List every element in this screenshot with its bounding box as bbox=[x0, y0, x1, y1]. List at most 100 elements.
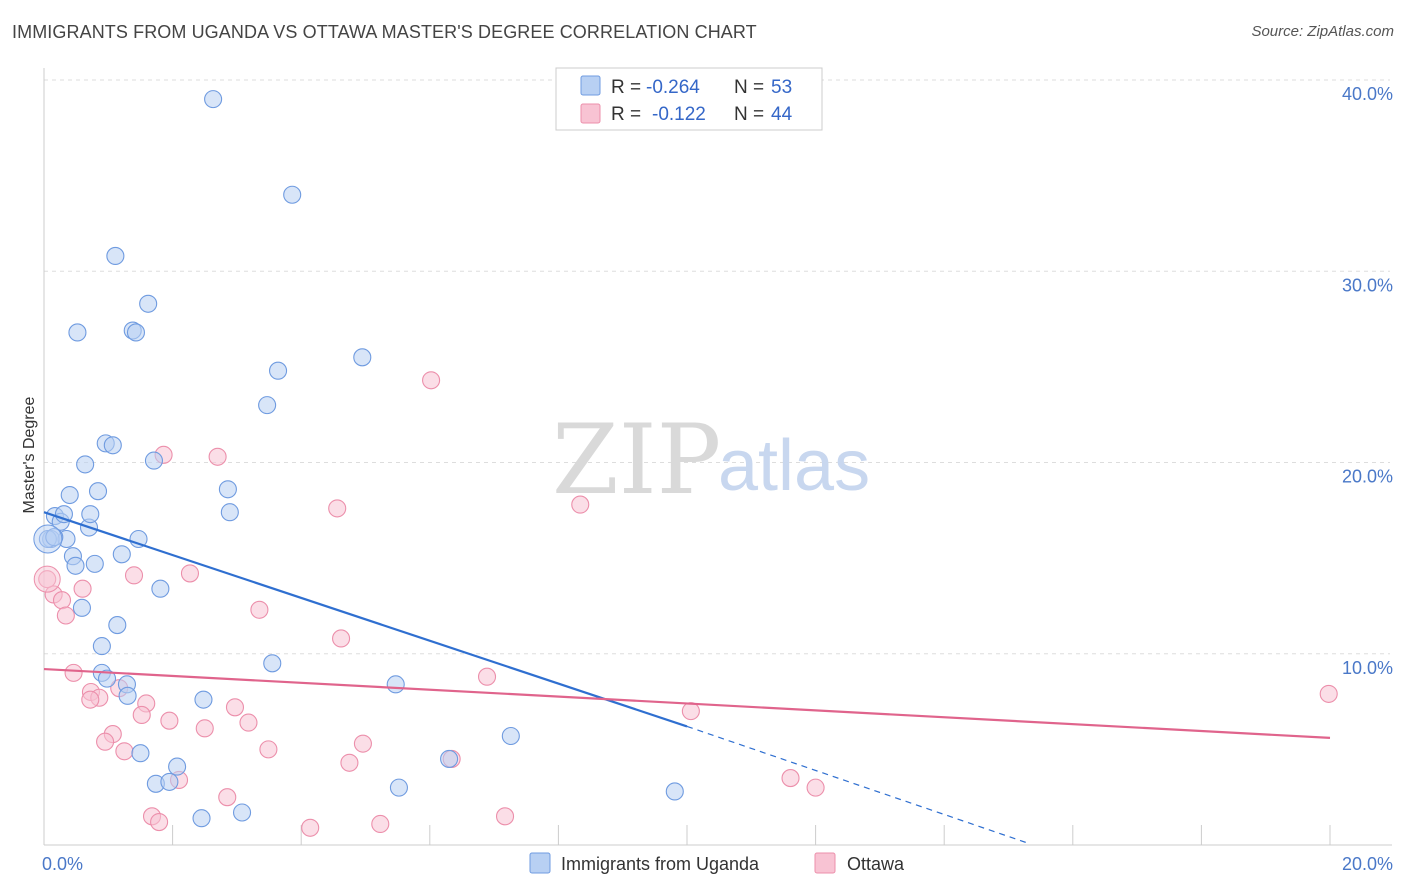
uganda-point-3 bbox=[139, 294, 158, 313]
series-legend-label-uganda: Immigrants from Uganda bbox=[561, 854, 760, 874]
ottawa-point-3 bbox=[571, 495, 590, 514]
ottawa-points bbox=[33, 371, 1338, 837]
ottawa-point-28 bbox=[353, 734, 372, 753]
legend-n-value-uganda: 53 bbox=[771, 77, 792, 98]
ottawa-point-36 bbox=[218, 788, 237, 807]
uganda-point-17 bbox=[220, 503, 239, 522]
uganda-trend-extension bbox=[686, 725, 1028, 844]
uganda-point-large bbox=[33, 524, 63, 554]
uganda-point-42 bbox=[131, 744, 150, 763]
y-tick-label-0: 10.0% bbox=[1342, 658, 1393, 678]
ottawa-trend-line bbox=[43, 667, 1331, 739]
ottawa-point-39 bbox=[495, 807, 515, 826]
correlation-legend: R = -0.264 N = 53 R = -0.122 N = 44 bbox=[555, 67, 823, 131]
uganda-points bbox=[33, 90, 684, 828]
uganda-point-9 bbox=[258, 396, 277, 415]
uganda-point-30 bbox=[151, 579, 170, 598]
ottawa-point-30 bbox=[115, 742, 134, 761]
uganda-point-16 bbox=[218, 480, 237, 499]
uganda-point-40 bbox=[194, 690, 213, 709]
uganda-point-27 bbox=[112, 545, 131, 564]
uganda-point-22 bbox=[81, 505, 100, 524]
ottawa-point-17 bbox=[81, 690, 100, 709]
x-tick-label-1: 20.0% bbox=[1342, 854, 1393, 874]
y-axis-label: Master's Degree bbox=[21, 396, 38, 513]
uganda-point-15 bbox=[88, 482, 108, 501]
watermark: ZIP atlas bbox=[552, 404, 870, 516]
ottawa-point-31 bbox=[340, 753, 359, 772]
uganda-point-6 bbox=[126, 323, 145, 342]
uganda-point-33 bbox=[92, 637, 111, 656]
series-legend-swatch-uganda bbox=[529, 852, 551, 874]
ottawa-point-40 bbox=[371, 814, 390, 834]
legend-swatch-uganda bbox=[580, 75, 601, 96]
uganda-point-12 bbox=[144, 451, 164, 470]
uganda-point-36 bbox=[97, 669, 117, 688]
uganda-point-7 bbox=[353, 348, 372, 367]
x-tick-label-0: 0.0% bbox=[42, 854, 83, 874]
ottawa-point-20 bbox=[225, 698, 245, 717]
watermark-atlas: atlas bbox=[718, 426, 870, 506]
grid-layer bbox=[44, 79, 1390, 655]
ottawa-point-27 bbox=[96, 732, 115, 751]
ottawa-point-24 bbox=[239, 713, 258, 732]
ottawa-point-38 bbox=[150, 812, 169, 832]
ottawa-point-large bbox=[33, 565, 61, 593]
ottawa-point-9 bbox=[52, 591, 72, 610]
series-legend: Immigrants from Uganda Ottawa bbox=[529, 852, 905, 874]
legend-r-value-uganda: -0.264 bbox=[646, 77, 700, 98]
uganda-point-46 bbox=[160, 772, 179, 791]
uganda-point-31 bbox=[72, 598, 91, 617]
uganda-point-48 bbox=[665, 782, 684, 801]
ottawa-point-14 bbox=[64, 663, 83, 682]
ottawa-point-4 bbox=[328, 499, 347, 518]
ottawa-point-41 bbox=[301, 818, 320, 837]
uganda-point-29 bbox=[66, 556, 85, 575]
ottawa-point-21 bbox=[681, 702, 700, 721]
series-legend-swatch-ottawa bbox=[814, 852, 836, 874]
legend-swatch-ottawa bbox=[580, 103, 601, 124]
uganda-point-44 bbox=[168, 757, 187, 776]
ottawa-point-13 bbox=[477, 667, 497, 686]
ottawa-point-11 bbox=[250, 600, 269, 619]
uganda-point-14 bbox=[60, 485, 79, 505]
uganda-trend-line bbox=[43, 511, 688, 728]
uganda-point-13 bbox=[76, 455, 95, 474]
ottawa-point-0 bbox=[422, 371, 441, 390]
ottawa-point-23 bbox=[160, 711, 179, 730]
y-tick-label-1: 20.0% bbox=[1342, 467, 1393, 487]
y-tick-label-2: 30.0% bbox=[1342, 275, 1393, 295]
ottawa-point-10 bbox=[56, 606, 75, 625]
legend-r-value-ottawa: -0.122 bbox=[652, 104, 706, 125]
ottawa-point-7 bbox=[73, 579, 92, 598]
uganda-point-50 bbox=[192, 809, 211, 828]
uganda-point-1 bbox=[283, 185, 302, 204]
uganda-point-0 bbox=[204, 90, 223, 109]
y-tick-label-3: 40.0% bbox=[1342, 84, 1393, 104]
uganda-point-38 bbox=[386, 675, 405, 694]
ottawa-point-6 bbox=[180, 564, 200, 583]
legend-n-label-ottawa: N = bbox=[734, 104, 764, 125]
uganda-point-4 bbox=[68, 323, 87, 342]
uganda-point-32 bbox=[108, 616, 127, 635]
legend-n-value-ottawa: 44 bbox=[771, 104, 793, 125]
ottawa-point-33 bbox=[781, 769, 800, 788]
legend-r-label-uganda: R = bbox=[611, 77, 641, 98]
ottawa-point-25 bbox=[195, 719, 214, 738]
uganda-point-43 bbox=[440, 749, 459, 768]
uganda-point-39 bbox=[118, 686, 137, 705]
ottawa-point-22 bbox=[132, 705, 151, 725]
legend-r-label-ottawa: R = bbox=[611, 104, 641, 125]
ottawa-point-29 bbox=[259, 740, 278, 759]
uganda-point-28 bbox=[85, 554, 104, 573]
uganda-point-8 bbox=[269, 361, 288, 380]
uganda-point-49 bbox=[232, 803, 252, 822]
ottawa-point-5 bbox=[124, 566, 144, 585]
ottawa-point-12 bbox=[332, 629, 351, 648]
uganda-point-34 bbox=[263, 654, 282, 673]
uganda-point-47 bbox=[389, 778, 408, 797]
uganda-point-2 bbox=[106, 246, 125, 265]
uganda-point-11 bbox=[103, 436, 122, 455]
legend-n-label-uganda: N = bbox=[734, 77, 764, 98]
